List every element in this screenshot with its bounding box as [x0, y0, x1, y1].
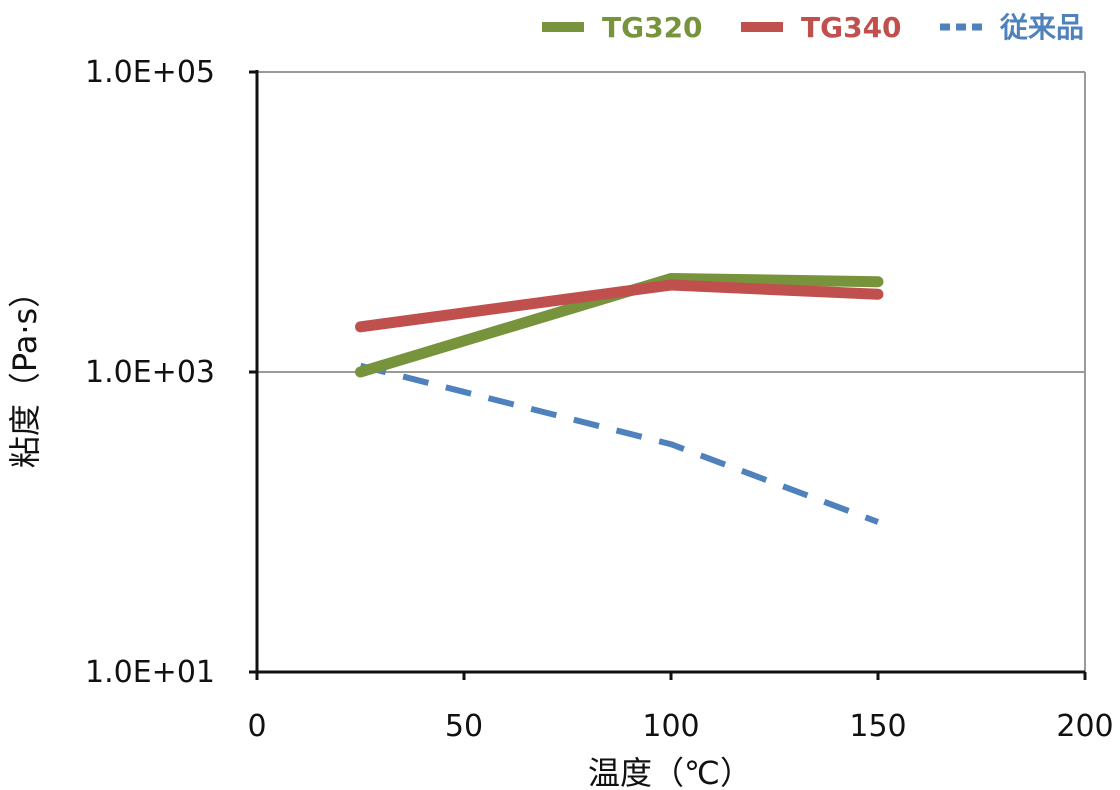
x-tick-label: 100	[642, 709, 699, 744]
gridlines	[257, 71, 1086, 672]
x-axis-title: 温度（℃）	[588, 754, 752, 790]
x-tick-label: 50	[445, 709, 483, 744]
x-tick-label: 200	[1056, 709, 1113, 744]
legend-label-2: TG340	[801, 11, 902, 44]
tick-labels: 1.0E+01 1.0E+03 1.0E+05 0 50 100 150 200	[85, 55, 1114, 744]
series-line-3	[359, 362, 880, 525]
y-tick-label: 1.0E+03	[85, 355, 215, 390]
legend-label-1: TG320	[602, 11, 703, 44]
legend: TG320 TG340 従来品	[542, 11, 1084, 44]
series-line-2	[355, 279, 884, 333]
y-axis-title: 粘度（Pa·s）	[6, 276, 44, 468]
series-lines	[355, 273, 884, 525]
y-tick-label: 1.0E+01	[85, 655, 215, 690]
axes	[249, 70, 1087, 680]
x-tick-label: 0	[247, 709, 266, 744]
legend-label-3: 従来品	[999, 11, 1084, 44]
x-tick-label: 150	[849, 709, 906, 744]
series-line-1	[355, 273, 884, 378]
y-tick-label: 1.0E+05	[85, 55, 215, 90]
